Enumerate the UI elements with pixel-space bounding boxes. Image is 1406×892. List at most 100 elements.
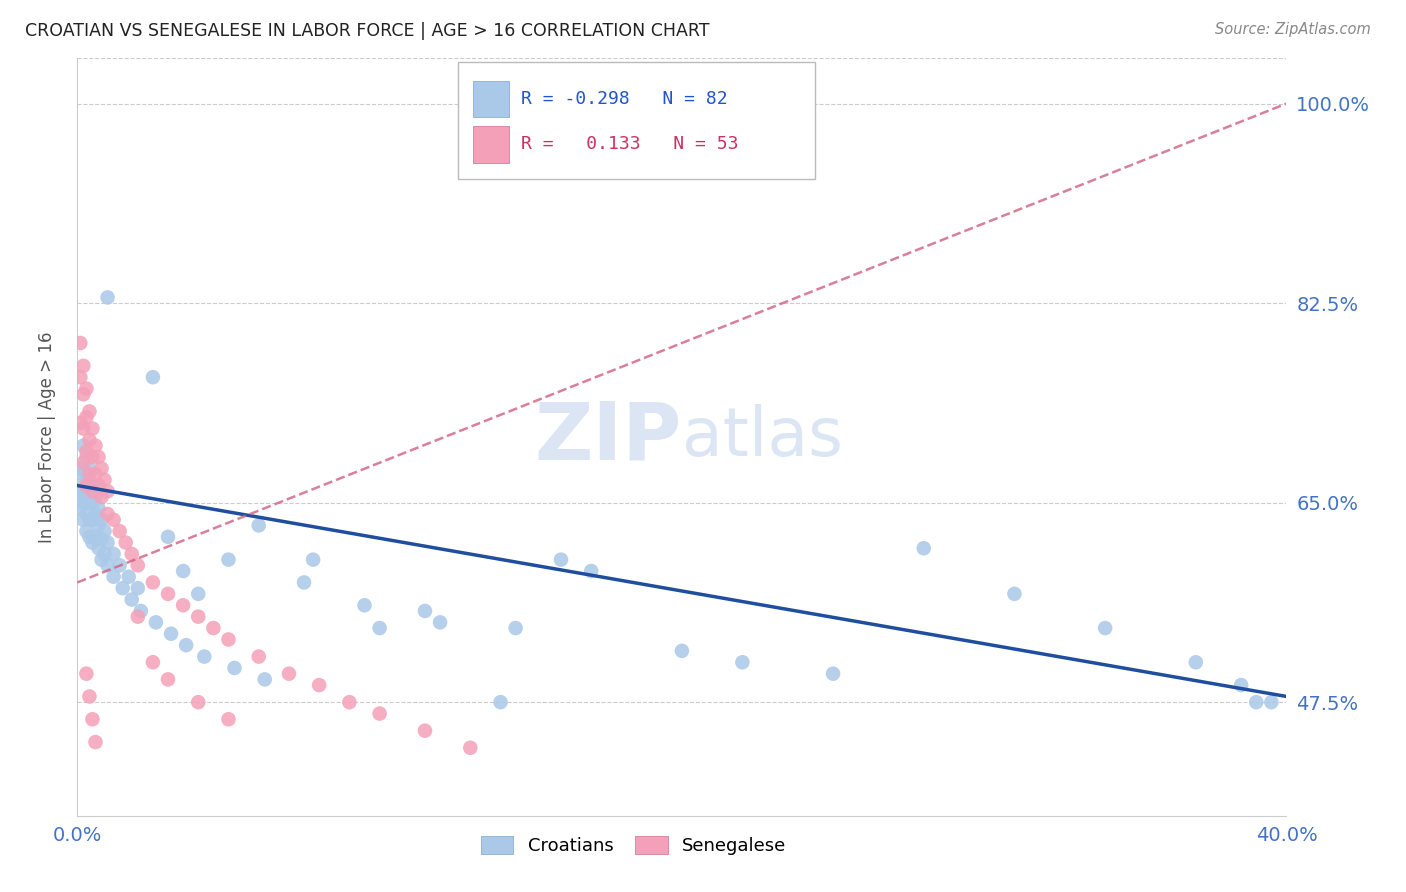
Text: ZIP: ZIP: [534, 398, 682, 476]
Text: CROATIAN VS SENEGALESE IN LABOR FORCE | AGE > 16 CORRELATION CHART: CROATIAN VS SENEGALESE IN LABOR FORCE | …: [25, 22, 710, 40]
Point: [79, 513, 101, 527]
Point: [87, 501, 110, 516]
Point: [79, 404, 101, 418]
Point: [218, 632, 240, 647]
Point: [142, 655, 165, 669]
Point: [69, 490, 91, 504]
Point: [1230, 678, 1253, 692]
Point: [114, 535, 136, 549]
Point: [79, 478, 101, 492]
Point: [96, 290, 118, 304]
Point: [458, 740, 481, 755]
Point: [75, 450, 97, 464]
Point: [142, 575, 165, 590]
Point: [79, 495, 101, 509]
Point: [121, 547, 143, 561]
Point: [72, 439, 94, 453]
Text: R =   0.133   N = 53: R = 0.133 N = 53: [522, 136, 738, 153]
Point: [75, 495, 97, 509]
Point: [72, 484, 94, 499]
Point: [187, 587, 209, 601]
Point: [96, 484, 118, 499]
Point: [75, 382, 97, 396]
Point: [69, 416, 91, 430]
Point: [202, 621, 225, 635]
Point: [157, 587, 180, 601]
FancyBboxPatch shape: [458, 62, 815, 179]
Point: [1094, 621, 1116, 635]
Point: [84, 467, 107, 482]
Point: [90, 461, 112, 475]
Point: [87, 541, 110, 556]
Point: [160, 626, 183, 640]
Point: [505, 621, 527, 635]
Point: [82, 513, 104, 527]
Point: [82, 495, 104, 509]
Point: [79, 530, 101, 544]
Point: [302, 552, 325, 566]
Point: [79, 433, 101, 447]
Point: [157, 673, 180, 687]
Point: [75, 410, 97, 425]
Point: [87, 450, 110, 464]
Point: [84, 439, 107, 453]
Point: [157, 530, 180, 544]
Point: [821, 666, 844, 681]
Point: [218, 712, 240, 726]
Point: [353, 599, 375, 613]
Point: [82, 712, 104, 726]
Text: Source: ZipAtlas.com: Source: ZipAtlas.com: [1215, 22, 1371, 37]
Point: [247, 649, 270, 664]
Text: atlas: atlas: [682, 404, 842, 470]
Point: [69, 461, 91, 475]
Point: [368, 621, 391, 635]
Point: [550, 552, 572, 566]
Point: [103, 547, 125, 561]
Point: [69, 336, 91, 351]
Legend: Croatians, Senegalese: Croatians, Senegalese: [472, 827, 796, 864]
Point: [308, 678, 330, 692]
Point: [90, 552, 112, 566]
Point: [278, 666, 301, 681]
Point: [142, 370, 165, 384]
Point: [103, 513, 125, 527]
Point: [413, 604, 436, 618]
Point: [127, 609, 149, 624]
Point: [82, 421, 104, 435]
Point: [90, 513, 112, 527]
Point: [218, 552, 240, 566]
Point: [337, 695, 360, 709]
Point: [429, 615, 451, 630]
Point: [90, 532, 112, 546]
Point: [75, 484, 97, 499]
Point: [75, 467, 97, 482]
FancyBboxPatch shape: [472, 80, 509, 117]
Point: [87, 478, 110, 492]
Point: [111, 581, 134, 595]
Point: [489, 695, 512, 709]
Point: [72, 421, 94, 435]
Point: [145, 615, 167, 630]
Point: [127, 558, 149, 573]
Point: [187, 609, 209, 624]
Point: [69, 501, 91, 516]
Point: [174, 638, 197, 652]
Point: [75, 524, 97, 538]
Point: [671, 644, 693, 658]
Point: [72, 495, 94, 509]
Point: [69, 370, 91, 384]
Point: [172, 599, 194, 613]
Point: [193, 649, 215, 664]
Point: [108, 558, 131, 573]
Point: [90, 490, 112, 504]
Point: [82, 535, 104, 549]
Point: [72, 387, 94, 401]
Point: [87, 518, 110, 533]
Point: [108, 524, 131, 538]
Point: [96, 535, 118, 549]
FancyBboxPatch shape: [472, 126, 509, 162]
Point: [103, 570, 125, 584]
Point: [84, 507, 107, 521]
Point: [96, 558, 118, 573]
Point: [172, 564, 194, 578]
